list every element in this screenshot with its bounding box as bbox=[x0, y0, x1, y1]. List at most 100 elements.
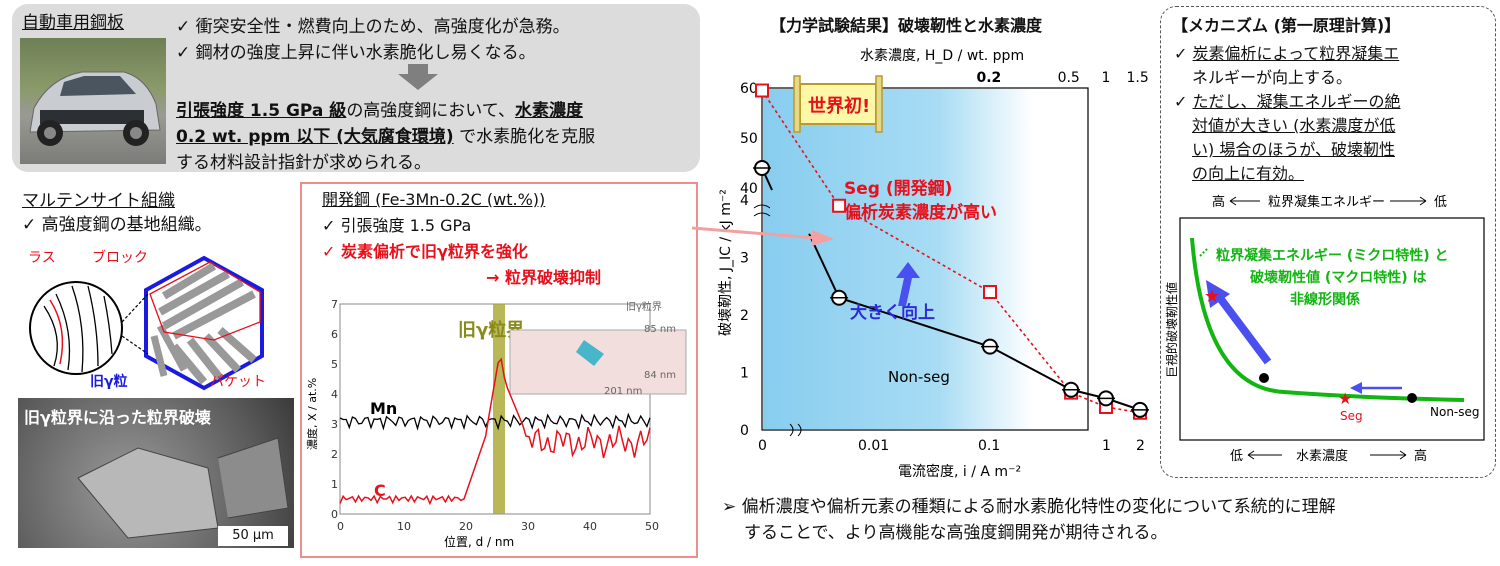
composition-profile-chart: 旧γ粒界 旧γ粒界 85 nm 84 nm 201 nm Mn C 0 1 2 3 4 5… bbox=[305, 298, 687, 549]
label-packet: パケット bbox=[210, 374, 266, 390]
developed-title: 開発鋼 (Fe-3Mn-0.2C (wt.%)) bbox=[322, 190, 546, 209]
mech-g2: 破壊靭性値 (マクロ特性) は bbox=[1250, 269, 1427, 286]
top-tick: 1 bbox=[1102, 70, 1111, 86]
seg-point bbox=[755, 83, 769, 98]
toughness-chart: 水素濃度, H_D / wt. ppm 0 1 2 3 440 50 60 0 0.01 0.1 1… bbox=[718, 48, 1149, 480]
mech-b2-l1: ただし、凝集エネルギーの絶 bbox=[1192, 92, 1401, 111]
down-arrow-icon bbox=[398, 64, 438, 90]
svg-text:20: 20 bbox=[459, 520, 473, 533]
top-high: 高 bbox=[1212, 194, 1225, 210]
car-photo bbox=[20, 38, 166, 164]
martensite-diagram: ラス ブロック 旧γ粒 パケット bbox=[28, 249, 266, 391]
svg-text:50: 50 bbox=[645, 520, 659, 533]
mechanism-box bbox=[1160, 6, 1496, 478]
sem-image bbox=[18, 398, 294, 548]
svg-text:40: 40 bbox=[583, 520, 597, 533]
apt-tip bbox=[576, 340, 604, 366]
label-lath: ラス bbox=[28, 250, 56, 266]
profile-ylabel: 濃度, X / at.% bbox=[305, 378, 319, 450]
mech-b2-l2: 対値が大きい (水素濃度が低 bbox=[1192, 116, 1396, 135]
intro-bullet-1: 衝突安全性・燃費向上のため、高強度化が急務。 bbox=[195, 17, 570, 37]
x-tick: 0 bbox=[758, 438, 767, 454]
intro-text-2: で水素脆化を克服 bbox=[453, 127, 596, 147]
apt-tip-label: 旧γ粒界 bbox=[626, 300, 662, 313]
scale-bar: 50 μm bbox=[218, 526, 288, 546]
seg-point bbox=[832, 198, 847, 213]
top-axis-label: 水素濃度, H_D / wt. ppm bbox=[860, 48, 1024, 64]
x-tick: 0.01 bbox=[858, 438, 889, 454]
seg-line bbox=[761, 90, 1141, 414]
developed-bullet-2: 炭素偏析で旧γ粒界を強化 bbox=[340, 242, 528, 261]
mech-seg-label: Seg bbox=[1340, 409, 1363, 423]
mech-g1: 粒界凝集エネルギー (ミクロ特性) と bbox=[1216, 247, 1449, 264]
nonlinear-curve bbox=[1190, 237, 1465, 402]
y-tick: 3 bbox=[740, 251, 749, 267]
mech-g3: 非線形関係 bbox=[1290, 291, 1360, 308]
svg-text:5: 5 bbox=[331, 358, 338, 371]
mn-series bbox=[339, 412, 651, 431]
bot-high: 高 bbox=[1414, 448, 1427, 464]
top-tick: 0.2 bbox=[977, 70, 1002, 86]
intro-title: 自動車用鋼板 bbox=[22, 13, 124, 33]
mech-nonseg-label: Non-seg bbox=[1430, 405, 1480, 419]
label-block: ブロック bbox=[92, 249, 148, 266]
y-tick: 2 bbox=[740, 308, 749, 324]
intro-ppm: 0.2 wt. ppm 以下 (大気腐食環境) bbox=[176, 127, 454, 147]
seg-label-2: 偏析炭素濃度が高い bbox=[844, 202, 997, 223]
mech-b1-l1: 炭素偏析によって粒界凝集エ bbox=[1192, 44, 1400, 63]
old-boundary-band bbox=[493, 304, 505, 514]
conclusion-line-1: 偏析濃度や偏析元素の種類による耐水素脆化特性の変化について系統的に理解 bbox=[741, 497, 1336, 517]
plot-frame bbox=[761, 87, 1089, 431]
martensite-title: マルテンサイト組織 bbox=[22, 191, 175, 211]
axis-break-x bbox=[789, 423, 802, 437]
svg-text:10: 10 bbox=[397, 520, 411, 533]
mech-b2-l4: の向上に有効。 bbox=[1192, 164, 1305, 183]
martensite-bullet: 高強度鋼の基地組織。 bbox=[41, 215, 212, 235]
mech-frame bbox=[1179, 217, 1485, 441]
profile-xlabel: 位置, d / nm bbox=[444, 534, 514, 549]
up-arrow-icon bbox=[896, 262, 920, 306]
nonseg-label: Non-seg bbox=[888, 368, 950, 386]
mech-b1-l2: ネルギーが向上する。 bbox=[1192, 68, 1353, 87]
y-tick: 0 bbox=[740, 423, 749, 439]
mech-ylabel: 巨視的破壊靭性値 bbox=[1164, 282, 1179, 378]
intro-strength: 引張強度 1.5 GPa 級 bbox=[176, 101, 347, 121]
intro-bullet-2: 鋼材の強度上昇に伴い水素脆化し易くなる。 bbox=[195, 43, 536, 63]
y-tick: 60 bbox=[740, 81, 758, 97]
developed-bullet-1: 引張強度 1.5 GPa bbox=[340, 216, 472, 235]
apt-dim-3: 201 nm bbox=[604, 386, 642, 397]
chart-title: 【力学試験結果】破壊靭性と水素濃度 bbox=[770, 16, 1043, 35]
bot-low: 低 bbox=[1230, 449, 1243, 464]
label-old-grain: 旧γ粒 bbox=[90, 373, 128, 390]
seg-star-top: ★ bbox=[1204, 286, 1220, 307]
small-left-arrow-icon bbox=[1350, 382, 1362, 394]
svg-text:3: 3 bbox=[331, 418, 338, 431]
svg-text:2: 2 bbox=[331, 448, 338, 461]
up-label: 大きく向上 bbox=[850, 302, 935, 323]
nonseg-point-1 bbox=[1259, 373, 1269, 383]
mn-label: Mn bbox=[370, 399, 397, 418]
big-up-arrow-icon bbox=[1216, 295, 1272, 365]
chart-ylabel: 破壊靭性, J_IC / kJ m⁻² bbox=[718, 189, 734, 336]
x-tick: 0.1 bbox=[978, 438, 1000, 454]
apt-dim-2: 84 nm bbox=[644, 370, 676, 381]
old-boundary-label: 旧γ粒界 bbox=[458, 319, 524, 341]
top-tick: 0.5 bbox=[1058, 70, 1080, 86]
x-tick: 2 bbox=[1136, 438, 1145, 454]
link-arrow-icon bbox=[691, 226, 834, 246]
c-label: C bbox=[374, 481, 386, 500]
mech-b2-l3: い) 場合のほうが、破壊靭性 bbox=[1192, 140, 1396, 159]
svg-text:6: 6 bbox=[331, 328, 338, 341]
bot-mid: 水素濃度 bbox=[1296, 448, 1348, 464]
svg-text:7: 7 bbox=[331, 298, 338, 311]
apt-image bbox=[509, 329, 687, 395]
y-tick: 4 bbox=[740, 193, 749, 209]
sem-caption: 旧γ粒界に沿った粒界破壊 bbox=[24, 408, 211, 427]
svg-text:0: 0 bbox=[331, 508, 338, 521]
conclusion-line-2: することで、より高機能な高強度鋼開発が期待される。 bbox=[744, 523, 1168, 543]
mechanism-chart: 高 粒界凝集エネルギー 低 粒界凝集エネルギー (ミクロ特性) と 破壊靭性値 … bbox=[1164, 194, 1485, 464]
svg-text:30: 30 bbox=[521, 520, 535, 533]
seg-label-1: Seg (開発鋼) bbox=[844, 178, 952, 199]
intro-hydrogen: 水素濃度 bbox=[514, 101, 583, 121]
developed-bullet-3: → 粒界破壊抑制 bbox=[486, 268, 601, 287]
